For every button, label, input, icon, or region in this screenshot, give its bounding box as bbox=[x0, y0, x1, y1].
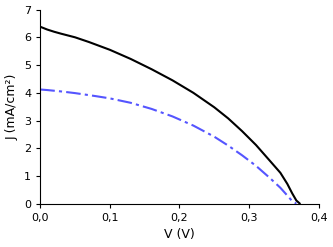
Y-axis label: J (mA/cm²): J (mA/cm²) bbox=[6, 74, 19, 140]
X-axis label: V (V): V (V) bbox=[164, 228, 195, 242]
